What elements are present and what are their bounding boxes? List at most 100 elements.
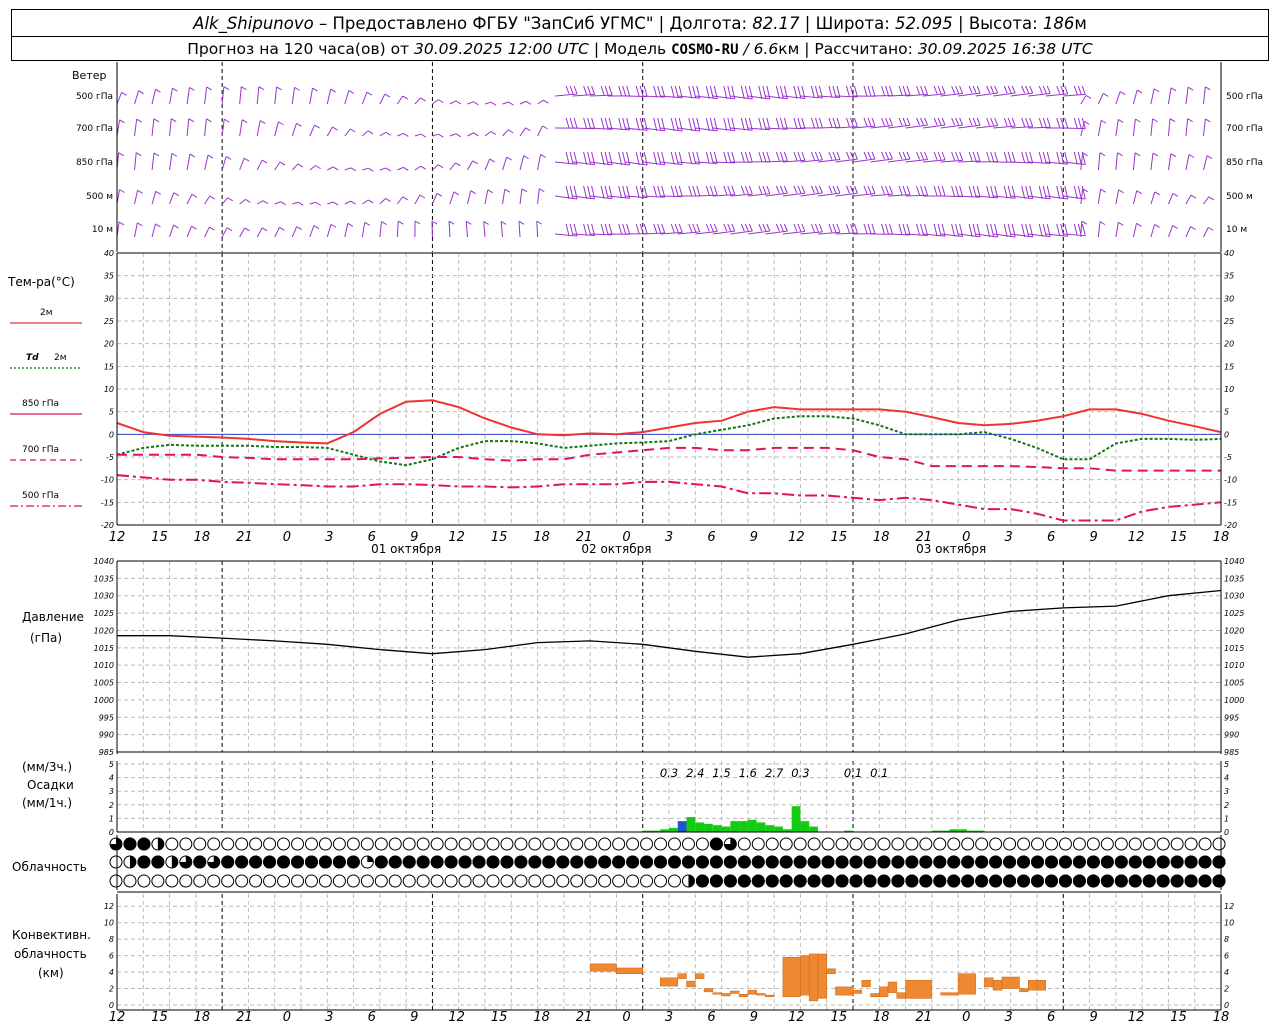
wind-barb-flag <box>951 151 956 161</box>
x-tick-label-mid: 6 <box>707 530 715 545</box>
conv-bar <box>765 994 775 998</box>
cloud-symbol <box>961 855 975 869</box>
cloud-circle <box>402 837 416 851</box>
wind-barb-flag <box>920 117 925 126</box>
wind-barb <box>519 188 523 205</box>
cloud-symbol <box>681 874 695 888</box>
wind-barb <box>1132 89 1138 105</box>
wind-barb-flag <box>262 200 269 205</box>
legend-label: 2м <box>54 353 67 363</box>
cloud-circle <box>137 874 151 888</box>
cloud-symbol <box>346 855 360 869</box>
wind-barb <box>1063 127 1086 130</box>
x-tick-label-mid: 3 <box>665 530 673 545</box>
wind-barb <box>204 154 209 171</box>
wind-barb-flag <box>600 117 605 130</box>
wind-barb <box>905 158 928 163</box>
cloud-three-quarter <box>179 856 192 868</box>
wind-barb-flag <box>797 85 802 99</box>
wind-barb-flag <box>622 223 627 235</box>
cloud-symbol <box>793 874 807 888</box>
wind-barb-flag <box>814 185 819 194</box>
wind-barb-flag <box>836 151 841 160</box>
pressure-line <box>117 589 1222 658</box>
wind-barb <box>467 132 474 137</box>
pres-tick-left: 1035 <box>94 574 114 583</box>
wind-barb-flag <box>608 117 613 130</box>
wind-barb-flag <box>1099 221 1106 226</box>
wind-barb-flag <box>801 185 806 194</box>
x-tick-label-bottom: 9 <box>750 1010 758 1024</box>
wind-barb <box>958 124 981 129</box>
cloud-symbol <box>304 855 318 869</box>
wind-barb-flag <box>1025 151 1030 164</box>
cloud-fill <box>123 837 137 851</box>
x-tick-label-bottom: 0 <box>283 1010 291 1024</box>
cloud-symbol <box>542 855 556 869</box>
wind-barb-flag <box>565 185 570 200</box>
wind-barb-flag <box>871 185 876 194</box>
cloud-fill <box>779 855 793 869</box>
cloud-half <box>157 838 164 850</box>
wind-barb-flag <box>906 85 911 96</box>
cloud-symbol <box>807 855 821 869</box>
cloud-circle <box>374 837 388 851</box>
x-tick-label-mid: 18 <box>1213 530 1230 545</box>
wind-barb <box>467 160 474 171</box>
wind-barb-flag <box>775 85 780 99</box>
wind-barb-flag <box>793 185 798 194</box>
wind-barb-flag <box>657 151 662 165</box>
wind-barb-flag <box>583 223 588 236</box>
cloud-circle <box>514 837 528 851</box>
cloud-circle <box>556 837 570 851</box>
wind-barb-flag <box>692 185 697 197</box>
wind-barb-flag <box>924 117 929 126</box>
cloud-symbol <box>1128 837 1142 851</box>
cloud-fill <box>137 837 151 851</box>
cloud-circle <box>472 837 486 851</box>
cloud-fill <box>1100 855 1114 869</box>
cloud-symbol <box>430 855 444 869</box>
cloud-fill <box>1198 874 1212 888</box>
wind-barb-flag <box>1003 223 1008 238</box>
temp-tick-right: 30 <box>1224 294 1234 303</box>
cloud-symbol <box>681 855 695 869</box>
cloud-symbol <box>444 837 458 851</box>
cloud-symbol <box>807 837 821 851</box>
cloud-circle <box>528 837 542 851</box>
cloud-symbol <box>1003 855 1017 869</box>
wind-barb-flag <box>518 220 525 225</box>
wind-barb <box>256 159 263 171</box>
wind-barb-flag <box>565 85 570 95</box>
precip-bar <box>800 821 810 832</box>
wind-barb <box>309 201 316 205</box>
wind-barb <box>888 194 911 197</box>
wind-barb <box>800 231 823 235</box>
wind-barb <box>397 166 404 171</box>
wind-barb-flag <box>902 85 907 96</box>
wind-barb-flag <box>924 151 929 160</box>
wind-barb-flag <box>709 185 714 196</box>
temp-series-4 <box>116 474 1222 522</box>
wind-barb-flag <box>278 121 284 126</box>
conv-tick-right: 12 <box>1224 902 1234 911</box>
wind-barb <box>361 222 366 238</box>
wind-barb <box>923 124 946 129</box>
cloud-circle <box>207 874 221 888</box>
wind-barb <box>449 162 456 171</box>
wind-barb-flag <box>618 85 623 96</box>
wind-barb-flag <box>916 223 921 236</box>
cloud-symbol <box>835 837 849 851</box>
wind-barb-flag <box>941 117 946 126</box>
conv-bar <box>1001 976 1020 989</box>
cloud-symbol <box>235 874 249 888</box>
wind-barb-flag <box>397 220 404 225</box>
precip-title: Осадки <box>27 778 74 792</box>
cloud-symbol <box>1114 837 1128 851</box>
wind-barb-flag <box>1056 85 1061 95</box>
cloud-symbol <box>1086 837 1100 851</box>
cloud-symbol <box>1198 837 1212 851</box>
pressure-title: Давление <box>22 610 84 624</box>
header-box: Alk_Shipunovo – Предоставлено ФГБУ "ЗапС… <box>11 9 1269 61</box>
wind-barb-flag <box>793 151 798 161</box>
